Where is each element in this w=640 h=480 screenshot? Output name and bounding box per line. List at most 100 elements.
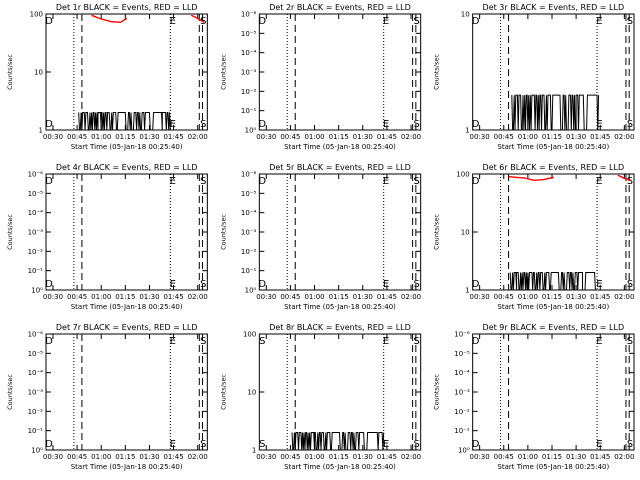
panel-title: Det 5r BLACK = Events, RED = LLD	[269, 163, 411, 172]
x-tick-label: 00:30	[470, 293, 490, 301]
x-tick-label: 00:30	[470, 453, 490, 461]
x-tick-label: 01:30	[566, 453, 586, 461]
panel-2: Det 2r BLACK = Events, RED = LLD 10⁻⁶ 10⁻⁵…	[219, 3, 422, 151]
x-tick-label: 01:00	[91, 133, 111, 141]
marker-label-E: E	[596, 176, 602, 187]
marker-label-S: S	[200, 439, 206, 450]
y-tick-label: 10⁻¹	[28, 267, 44, 275]
x-tick-label: 01:45	[377, 133, 397, 141]
y-tick-label: 100	[243, 331, 256, 339]
panel-title: Det 1r BLACK = Events, RED = LLD	[56, 3, 198, 12]
lld-series-line	[91, 14, 205, 24]
y-tick-label: 10⁰	[245, 287, 257, 295]
y-axis-label: Counts/sec	[219, 214, 227, 250]
y-tick-label: 10⁻²	[241, 88, 257, 96]
marker-label-E: E	[596, 336, 602, 347]
y-axis-label: Counts/sec	[6, 214, 14, 250]
y-tick-label: 10⁻⁶	[241, 11, 257, 19]
panel-6: Det 6r BLACK = Events, RED = LLD 1 10 100 00…	[433, 163, 635, 311]
x-tick-label: 01:30	[139, 453, 159, 461]
marker-label-S: S	[413, 176, 419, 187]
x-tick-label: 01:15	[115, 293, 135, 301]
marker-label-D: D	[45, 119, 53, 130]
y-axis-label: Counts/sec	[219, 54, 227, 90]
x-tick-label: 00:45	[494, 133, 514, 141]
marker-label-D: D	[258, 279, 266, 290]
x-tick-label: 02:00	[614, 133, 634, 141]
x-tick-label: 00:45	[67, 133, 87, 141]
marker-label-D: D	[472, 439, 480, 450]
marker-label-S: S	[627, 439, 633, 450]
x-tick-label: 02:00	[401, 293, 421, 301]
marker-label-D: D	[258, 176, 266, 187]
x-tick-label: 01:30	[139, 293, 159, 301]
y-tick-label: 10⁻⁴	[241, 209, 257, 217]
y-tick-label: 100	[30, 11, 43, 19]
y-tick-label: 10⁻¹	[28, 427, 44, 435]
y-tick-label: 10⁰	[458, 447, 470, 455]
marker-label-S: S	[200, 119, 206, 130]
y-tick-label: 10	[461, 229, 470, 237]
x-tick-label: 01:30	[353, 133, 373, 141]
x-tick-label: 01:45	[590, 293, 610, 301]
marker-label-D: D	[472, 119, 480, 130]
x-tick-label: 00:30	[256, 133, 276, 141]
marker-label-D: D	[45, 176, 53, 187]
y-tick-label: 1	[39, 127, 43, 135]
panel-1: Det 1r BLACK = Events, RED = LLD 1 10 100 00…	[6, 3, 208, 151]
x-tick-label: 01:45	[163, 293, 183, 301]
panel-title: Det 3r BLACK = Events, RED = LLD	[483, 3, 625, 12]
marker-label-D: D	[258, 16, 266, 27]
x-tick-label: 01:00	[304, 293, 324, 301]
x-tick-label: 01:00	[91, 453, 111, 461]
y-tick-label: 10⁻⁵	[28, 350, 44, 358]
marker-label-S: S	[413, 16, 419, 27]
x-tick-label: 01:45	[377, 293, 397, 301]
y-tick-label: 10⁻¹	[241, 107, 257, 115]
x-tick-label: 00:45	[494, 453, 514, 461]
y-axis-label: Counts/sec	[433, 214, 441, 250]
marker-label-E: E	[383, 439, 389, 450]
marker-label-E: E	[596, 16, 602, 27]
x-tick-label: 01:00	[518, 453, 538, 461]
x-tick-label: 01:15	[329, 453, 349, 461]
panel-3: Det 3r BLACK = Events, RED = LLD 1 10 00:30…	[433, 3, 635, 151]
x-tick-label: 01:00	[304, 133, 324, 141]
y-axis-label: Counts/sec	[6, 54, 14, 90]
y-tick-label: 10⁻⁴	[454, 369, 470, 377]
y-tick-label: 10⁻³	[28, 389, 44, 397]
x-axis-label: Start Time (05-Jan-18 00:25:40)	[497, 143, 609, 151]
panel-5: Det 5r BLACK = Events, RED = LLD 10⁻⁶ 10⁻⁵…	[219, 163, 422, 311]
x-tick-label: 01:15	[329, 293, 349, 301]
x-axis-label: Start Time (05-Jan-18 00:25:40)	[284, 463, 396, 471]
y-tick-label: 10⁰	[245, 127, 257, 135]
x-tick-label: 01:45	[377, 453, 397, 461]
marker-label-S: S	[259, 336, 265, 347]
plot-frame	[472, 333, 635, 451]
marker-label-S: S	[627, 279, 633, 290]
events-series-line	[509, 272, 596, 291]
events-series-line	[511, 94, 600, 131]
x-tick-label: 00:30	[470, 133, 490, 141]
x-tick-label: 01:15	[542, 453, 562, 461]
x-tick-label: 01:45	[590, 453, 610, 461]
marker-label-D: D	[472, 16, 480, 27]
y-tick-label: 1	[252, 447, 256, 455]
marker-label-E: E	[383, 16, 389, 27]
x-tick-label: 01:45	[590, 133, 610, 141]
x-tick-label: 01:30	[566, 293, 586, 301]
marker-label-E: E	[383, 336, 389, 347]
x-tick-label: 02:00	[614, 293, 634, 301]
panel-7: Det 7r BLACK = Events, RED = LLD 10⁻⁶ 10⁻⁵…	[6, 323, 208, 471]
y-tick-label: 10⁻³	[241, 69, 257, 77]
marker-label-E: E	[170, 16, 176, 27]
x-tick-label: 00:30	[43, 133, 63, 141]
x-tick-label: 00:45	[280, 133, 300, 141]
y-tick-label: 10⁻⁵	[241, 30, 257, 38]
x-tick-label: 00:45	[494, 293, 514, 301]
marker-label-E: E	[596, 439, 602, 450]
marker-label-E: E	[383, 279, 389, 290]
x-tick-label: 00:30	[256, 453, 276, 461]
panel-title: Det 2r BLACK = Events, RED = LLD	[269, 3, 411, 12]
y-tick-label: 100	[456, 171, 469, 179]
